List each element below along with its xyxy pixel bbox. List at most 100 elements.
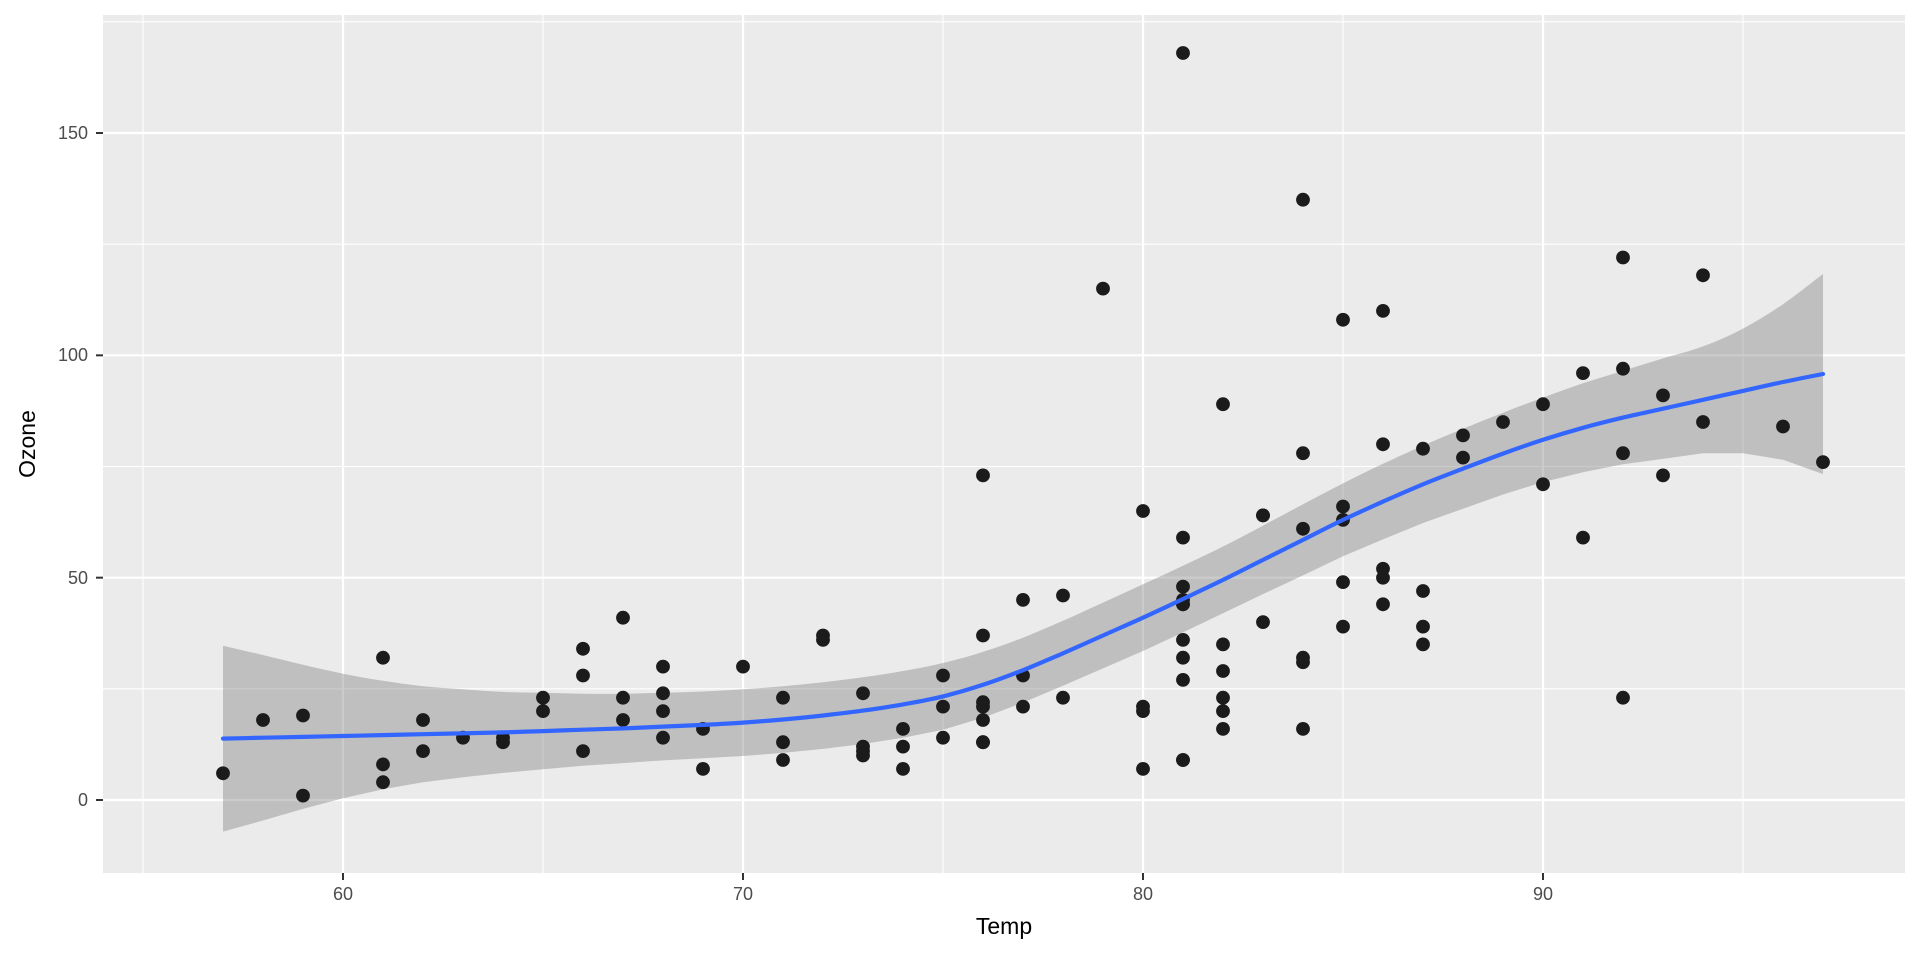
data-point <box>576 744 590 758</box>
data-point <box>1296 722 1310 736</box>
data-point <box>1256 615 1270 629</box>
data-point <box>1056 690 1070 705</box>
data-point <box>1336 575 1350 589</box>
data-point <box>856 748 870 763</box>
data-point <box>1416 619 1430 634</box>
data-point <box>1176 650 1190 665</box>
data-point <box>1416 441 1430 456</box>
data-point <box>976 628 990 643</box>
data-point <box>656 730 670 745</box>
data-point <box>296 788 310 803</box>
data-point <box>1176 46 1190 60</box>
data-point <box>1256 508 1270 523</box>
data-point <box>216 766 230 781</box>
data-point <box>1216 704 1230 718</box>
data-point <box>1056 588 1070 603</box>
data-point <box>1296 521 1310 536</box>
data-point <box>1176 753 1190 767</box>
data-point <box>536 704 550 718</box>
data-point <box>1336 499 1350 514</box>
data-point <box>896 739 910 754</box>
data-point <box>656 659 670 674</box>
data-point <box>976 713 990 727</box>
data-point <box>576 641 590 656</box>
data-point <box>1216 664 1230 678</box>
data-point <box>896 762 910 776</box>
data-point <box>1376 437 1390 452</box>
data-point <box>1696 415 1710 429</box>
data-point <box>1616 446 1630 461</box>
loess-smooth-line <box>220 371 1826 741</box>
data-point <box>1216 722 1230 736</box>
data-point <box>976 699 990 714</box>
data-point <box>1656 388 1670 403</box>
data-point <box>656 704 670 718</box>
data-point <box>1496 415 1510 429</box>
data-point <box>1336 619 1350 634</box>
y-tick-label: 150 <box>57 122 88 143</box>
data-point <box>1176 633 1190 647</box>
data-point <box>1416 637 1430 652</box>
data-point <box>976 468 990 483</box>
data-point <box>1216 397 1230 412</box>
data-point <box>496 735 510 750</box>
data-point <box>416 744 430 758</box>
data-point <box>736 659 750 674</box>
data-point <box>1296 650 1310 665</box>
x-tick-label: 90 <box>1532 884 1554 904</box>
y-axis-title: Ozone <box>14 410 40 478</box>
data-point <box>1336 312 1350 327</box>
data-point <box>1096 281 1110 296</box>
data-point <box>656 686 670 701</box>
data-point <box>776 690 790 705</box>
data-point <box>576 668 590 683</box>
data-point <box>376 650 390 665</box>
data-point <box>1656 468 1670 483</box>
data-point <box>616 713 630 727</box>
data-point <box>416 713 430 727</box>
data-point <box>816 628 830 643</box>
data-point <box>896 722 910 736</box>
data-point <box>1576 366 1590 380</box>
data-point <box>1616 690 1630 705</box>
x-tick-label: 70 <box>732 884 754 904</box>
data-point <box>1456 428 1470 443</box>
data-point <box>696 762 710 776</box>
data-point <box>1696 268 1710 283</box>
data-point <box>296 708 310 723</box>
data-point <box>1176 530 1190 545</box>
data-point <box>936 668 950 683</box>
data-point <box>376 757 390 772</box>
panel-background <box>103 15 1905 873</box>
data-point <box>1136 762 1150 776</box>
data-point <box>1296 192 1310 207</box>
data-point <box>1376 304 1390 318</box>
x-tick-label: 60 <box>332 884 354 904</box>
data-point <box>1136 504 1150 518</box>
data-point <box>1616 361 1630 376</box>
data-point <box>1216 637 1230 652</box>
data-point <box>616 690 630 705</box>
data-point <box>1816 455 1830 469</box>
data-point <box>1776 419 1790 434</box>
data-point <box>1136 704 1150 718</box>
data-point <box>1016 593 1030 607</box>
data-point <box>776 735 790 750</box>
data-point <box>856 686 870 701</box>
data-point <box>1456 450 1470 465</box>
data-point <box>1176 673 1190 687</box>
data-point <box>1536 397 1550 412</box>
x-tick-label: 80 <box>1132 884 1154 904</box>
y-tick-label: 100 <box>57 345 88 366</box>
data-point <box>1536 477 1550 492</box>
data-point <box>1416 584 1430 598</box>
y-tick-label: 50 <box>67 567 88 588</box>
data-point <box>976 735 990 750</box>
data-point <box>1216 690 1230 705</box>
data-point <box>936 730 950 745</box>
data-point <box>936 699 950 714</box>
data-point <box>616 610 630 625</box>
data-point <box>1016 699 1030 714</box>
data-point <box>256 713 270 727</box>
